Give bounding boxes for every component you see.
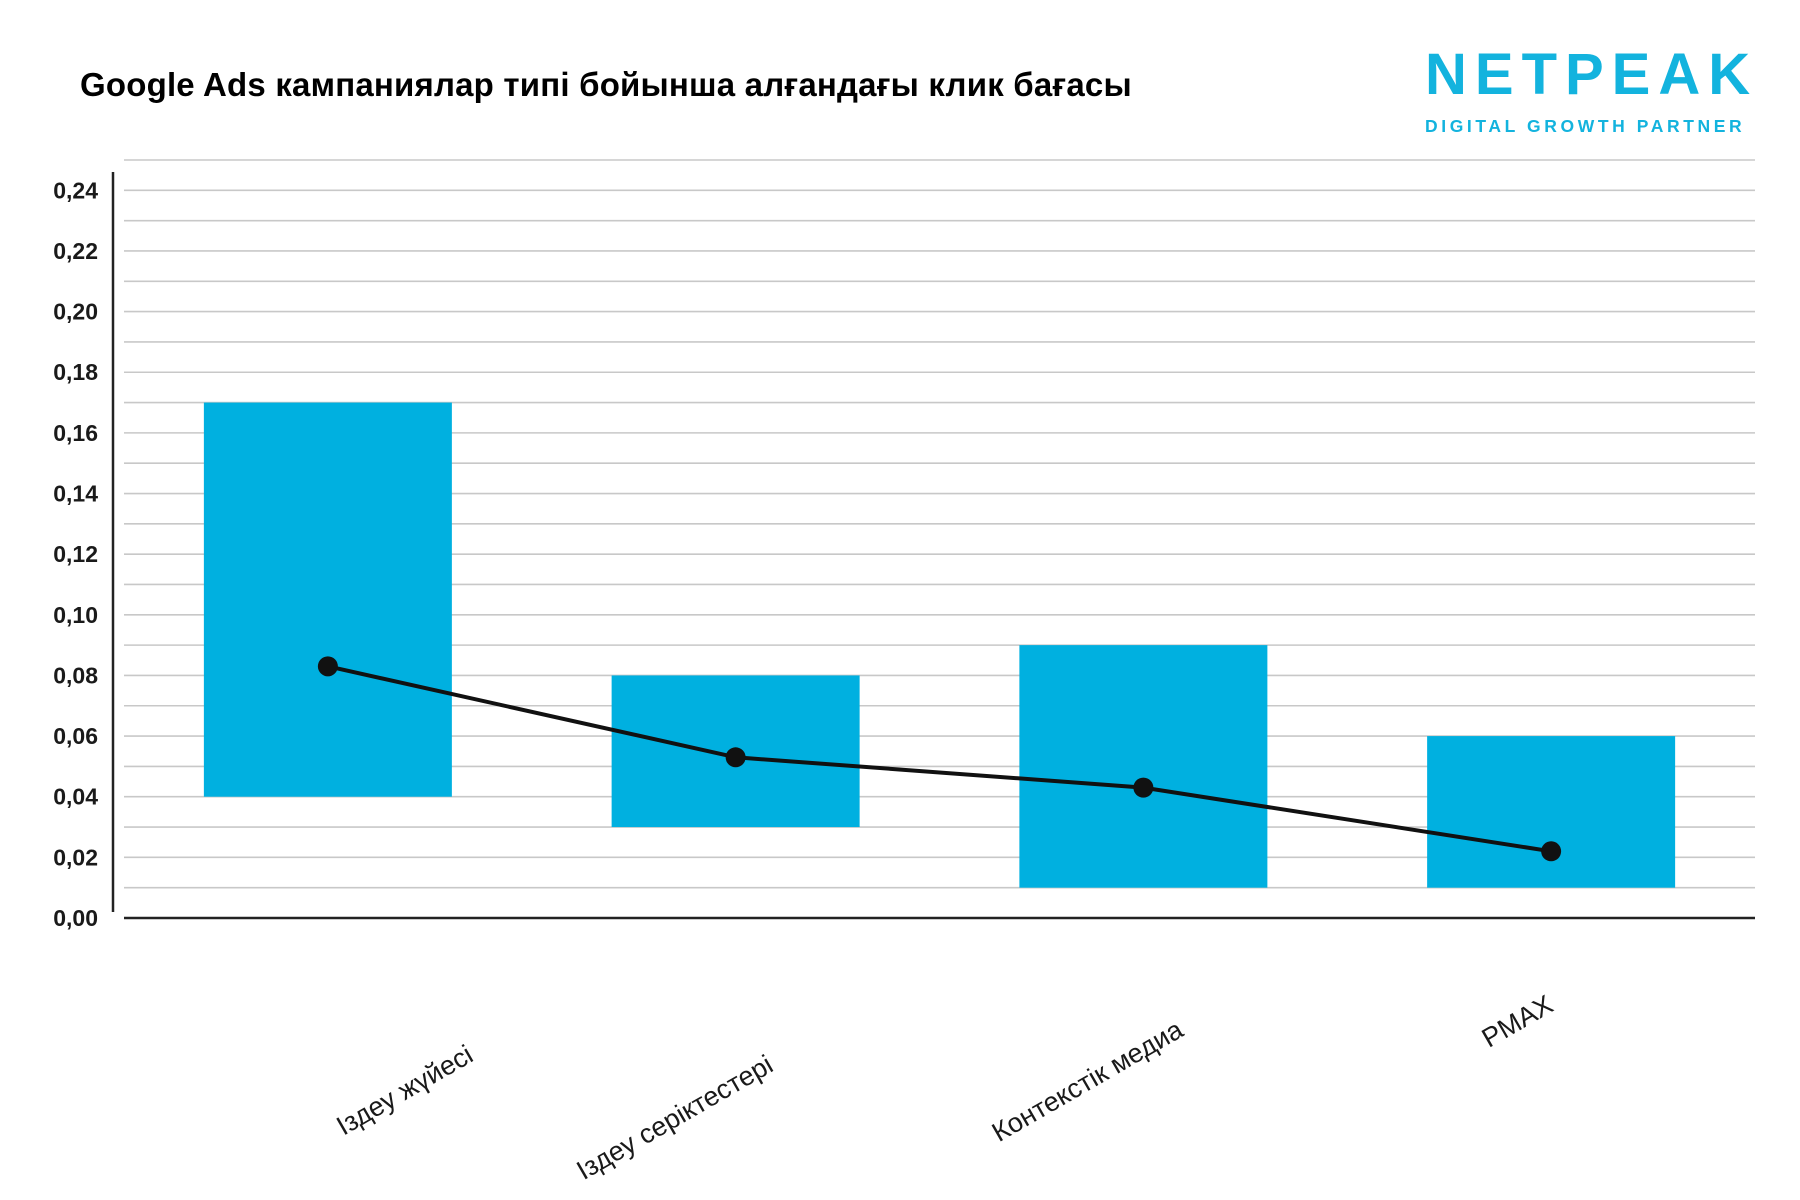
y-tick-label: 0,06 [53,723,98,749]
y-tick-label: 0,10 [53,602,98,628]
y-tick-label: 0,02 [53,844,98,870]
y-tick-label: 0,08 [53,662,98,688]
line-point [317,656,338,677]
series-line [327,664,1552,854]
line-group [317,656,1562,862]
y-tick-label: 0,00 [53,905,98,931]
y-tick-label: 0,04 [53,784,98,810]
y-tick-label: 0,16 [53,420,98,446]
netpeak-logo: NETPEAK DIGITAL GROWTH PARTNER [1425,46,1755,137]
bars-group [203,402,1676,888]
y-tick-label: 0,20 [53,299,98,325]
bar [1427,736,1676,888]
y-tick-label: 0,14 [53,481,98,507]
y-tick-labels: 0,00 0,02 0,04 0,06 0,08 0,10 0,12 0,14 0,16 0,18… [53,177,98,931]
chart-title: Google Ads кампаниялар типі бойынша алға… [80,66,1132,103]
x-tick-label: Іздеу жүйесі [331,1039,478,1141]
x-tick-label: PMAX [1477,989,1558,1053]
logo-tagline: DIGITAL GROWTH PARTNER [1425,116,1746,136]
bar [1019,645,1268,888]
x-tick-labels: Іздеу жүйесі Іздеу серіктестері Контекстік… [331,989,1558,1186]
y-tick-label: 0,22 [53,238,98,264]
axes-group [111,172,1755,920]
line-point [1133,777,1154,798]
logo-wordmark: NETPEAK [1425,42,1759,107]
bar [203,402,452,797]
x-tick-label: Контекстік медиа [987,1014,1189,1148]
y-tick-label: 0,24 [53,177,98,203]
x-tick-label: Іздеу серіктестері [572,1049,778,1186]
y-tick-label: 0,18 [53,359,98,385]
line-point [725,747,746,768]
line-point [1541,841,1562,862]
y-tick-label: 0,12 [53,541,98,567]
